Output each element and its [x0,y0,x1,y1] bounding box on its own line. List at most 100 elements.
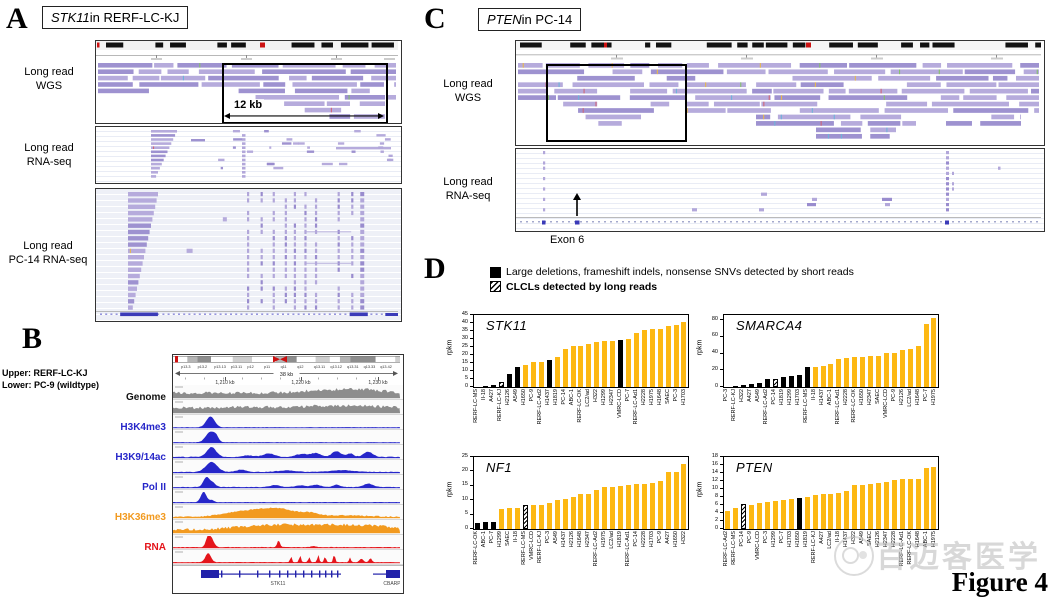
svg-text:STK11: STK11 [271,581,286,587]
bar-H1437 [820,365,826,387]
bar-H1703 [796,375,802,387]
y-tick-mark [470,322,473,323]
bar-H322 [741,384,747,387]
chart-title: PTEN [736,460,773,475]
x-tick-label: RERF-LC-KJ [497,389,504,422]
y-tick-mark [470,386,473,387]
x-tick-label: H1975 [601,531,608,548]
svg-text:q13.31: q13.31 [347,365,359,369]
x-tick-label: H1650 [859,389,866,406]
y-tick-label: 30 [461,334,468,341]
panel-a-wgs-label: Long read WGS [24,66,74,92]
x-tick-label: SAEC [665,389,672,404]
bar-PC-7 [923,324,929,387]
x-tick-label: H1437 [561,531,568,548]
chart-title: NF1 [486,460,513,475]
y-tick-label: 80 [711,315,718,322]
bar-RERF-LC-OK [852,357,858,387]
x-tick-label: A427 [747,389,754,402]
bar-PC-9 [891,352,897,387]
bar-VMRC-LCD [883,353,889,387]
y-tick-mark [470,528,473,529]
legend-short-reads: Large deletions, frameshift indels, nons… [490,266,854,279]
signal-row [173,460,403,475]
y-tick-mark [470,338,473,339]
y-tick-label: 5 [464,510,468,517]
bar-H2347 [883,482,889,529]
plot-area: NF1 [473,456,689,530]
x-tick-label: VMRC-LCD [617,389,624,419]
x-tick-label: H2126 [505,389,512,406]
y-tick-mark [720,512,723,513]
y-tick-label: 35 [461,326,468,333]
bar-A427 [749,384,755,387]
bar-H2126 [875,483,881,529]
exon-6-label: Exon 6 [550,234,585,246]
x-tick-label: PC-14 [561,389,568,405]
y-tick-label: 15 [461,358,468,365]
signal-row [173,505,403,520]
highlight-box-12kb [222,63,388,123]
bar-H1703 [788,499,794,529]
y-tick-label: 12 [711,476,718,483]
y-tick-mark [470,513,473,515]
y-tick-label: 0 [464,382,468,389]
watermark-text: 百迈客医学 [876,541,1041,574]
x-tick-label: VMRC-LCD [883,389,890,419]
y-tick-mark [720,369,723,371]
gene-annotation-row: STK11 CBARP [173,565,403,588]
bar-RERF-LC-KJ [733,386,739,387]
x-tick-label: A427 [489,389,496,402]
bar-LC2/ad [828,493,834,529]
y-tick-mark [470,370,473,371]
plot-area: PTEN [723,456,939,530]
x-tick-label: H1703 [681,389,688,406]
x-tick-label: RERF-LC-Ad1 [625,531,632,567]
x-tick-label: H1650 [795,531,802,548]
bar-A549 [554,500,560,529]
x-axis-labels: RERF-LC-OK ABC-1 PC-7 H1299 SAEC II-18 RERF-LC… [473,531,689,566]
bars-container [474,457,688,529]
figure-number-label: Figure 4 [951,567,1048,597]
x-tick-label: LC2/ad [585,389,592,407]
bar-H1703 [649,482,655,529]
x-tick-label: ABC-1 [827,389,834,406]
x-tick-label: H1648 [657,389,664,406]
bar-H1648 [915,479,921,529]
y-tick-mark [470,314,473,315]
y-tick-label: 40 [461,318,468,325]
x-tick-label: ABC-1 [569,389,576,406]
chart-title: SMARCA4 [736,318,803,333]
x-tick-label: PC-7 [923,389,930,402]
y-tick-mark [720,496,723,497]
x-tick-label: H2228 [843,389,850,406]
bar-RERF-LC-KJ [538,504,544,529]
x-tick-label: II-18 [811,389,818,401]
bar-RERF-LC-Ad1 [836,359,842,387]
bar-H1299 [788,376,794,387]
bar-H1819 [554,356,560,387]
bar-PC-3 [765,501,771,529]
bar-H2347 [868,356,874,387]
x-tick-label: H1648 [577,531,584,548]
x-tick-label: PC-14 [771,389,778,405]
igv-track-a-wgs: 12 kb [95,40,402,124]
legend: Large deletions, frameshift indels, nons… [490,266,854,293]
bar-H1650 [673,471,679,529]
x-tick-label: II-18 [481,389,488,401]
bar-RERF-LC-MS [522,504,528,529]
panel-a-title-suffix: in RERF-LC-KJ [89,10,180,25]
track-label-polii: Pol II [142,482,166,493]
y-tick-mark [720,319,723,321]
x-tick-label: H1703 [795,389,802,406]
bar-H1299 [602,341,608,387]
bar-H1437 [844,491,850,529]
bar-H1648 [657,329,663,387]
x-tick-label: H2228 [641,531,648,548]
x-tick-label: RERF-LC-KJ [811,531,818,564]
bars-container [724,457,938,529]
bar-PC-3 [725,386,731,387]
bars-container [724,315,938,387]
bar-H2347 [586,494,592,529]
